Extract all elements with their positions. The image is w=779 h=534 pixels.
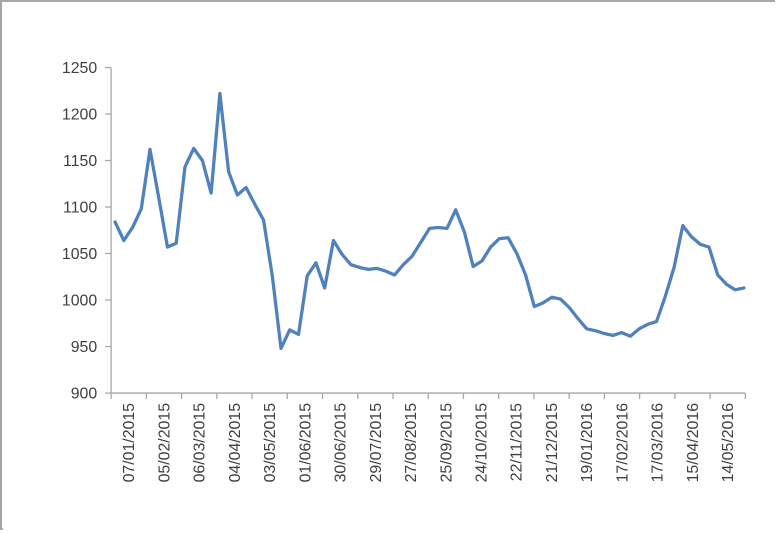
y-axis-tick-label: 1100	[63, 199, 97, 216]
y-axis-tick-label: 950	[71, 339, 98, 356]
x-axis-tick-label: 19/01/2016	[579, 403, 596, 483]
y-axis-tick-label: 1150	[63, 153, 97, 170]
x-axis-tick-label: 21/12/2015	[544, 403, 561, 483]
x-axis-tick-label: 15/04/2016	[685, 403, 702, 483]
data-series-line	[113, 91, 746, 351]
x-axis-tick-label: 17/02/2016	[614, 403, 631, 483]
x-axis-tick-label: 06/03/2015	[192, 403, 209, 483]
x-axis-tick-label: 24/10/2015	[474, 403, 491, 483]
y-axis-tick-label: 1000	[62, 292, 97, 309]
x-axis-tick-label: 27/08/2015	[403, 403, 420, 483]
x-axis-tick-label: 30/06/2015	[333, 403, 350, 483]
x-axis-tick-label: 17/03/2016	[650, 403, 667, 483]
x-axis-tick-label: 05/02/2015	[156, 403, 173, 483]
y-axis-tick-label: 900	[71, 386, 98, 403]
x-axis-tick-label: 07/01/2015	[121, 403, 138, 483]
x-axis-tick-label: 14/05/2016	[720, 403, 737, 483]
y-axis-tick-label: 1200	[62, 106, 97, 123]
x-axis-tick-label: 22/11/2015	[509, 403, 526, 481]
y-axis-tick-label: 1250	[62, 60, 97, 77]
x-axis-tick-label: 03/05/2015	[262, 403, 279, 483]
x-axis-tick-label: 25/09/2015	[438, 403, 455, 483]
x-axis-tick-label: 01/06/2015	[297, 403, 314, 483]
x-axis-tick-label: 29/07/2015	[368, 403, 385, 483]
y-axis-tick-label: 1050	[62, 246, 97, 263]
x-axis-tick-label: 04/04/2015	[227, 403, 244, 483]
